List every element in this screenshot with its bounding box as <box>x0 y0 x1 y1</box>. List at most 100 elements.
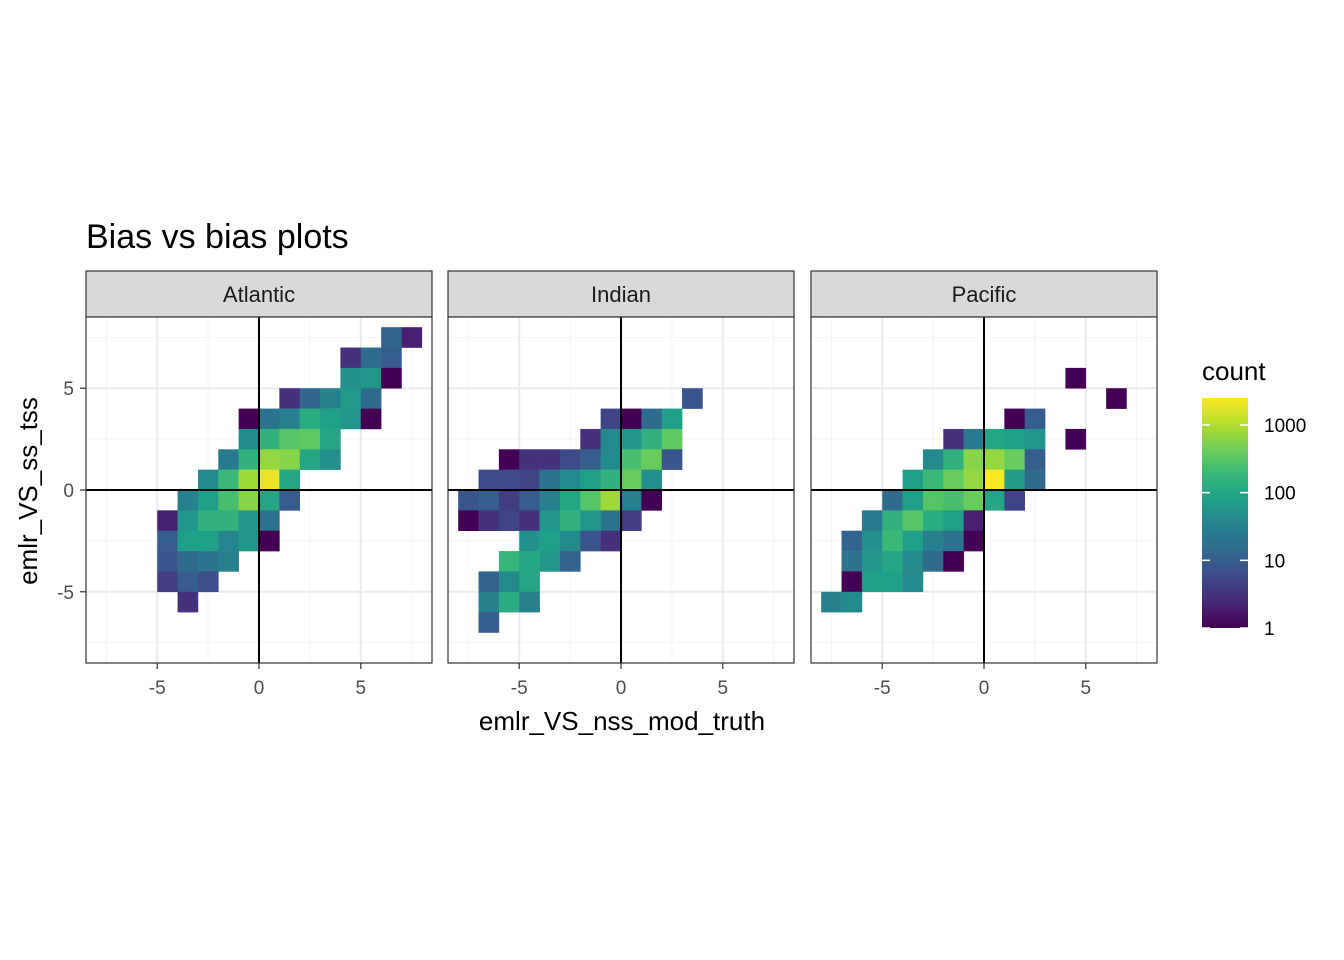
heatmap-tile <box>478 571 500 593</box>
heatmap-tile <box>401 327 423 348</box>
heatmap-tile <box>641 449 663 470</box>
x-tick-label: 5 <box>355 678 366 699</box>
heatmap-tile <box>279 408 301 430</box>
heatmap-tile <box>197 571 219 593</box>
heatmap-tile <box>218 551 239 572</box>
heatmap-tile <box>299 428 321 450</box>
heatmap-tile <box>259 510 280 532</box>
heatmap-tile <box>238 530 260 552</box>
heatmap-tile <box>519 449 540 470</box>
heatmap-tile <box>259 469 280 491</box>
heatmap-tile <box>580 510 601 532</box>
heatmap-tile <box>498 571 520 593</box>
heatmap-tile <box>621 449 642 470</box>
heatmap-tile <box>238 449 260 470</box>
heatmap-tile <box>902 571 924 593</box>
heatmap-tile <box>218 530 239 552</box>
heatmap-tile <box>498 510 520 532</box>
heatmap-tile <box>1004 490 1026 511</box>
heatmap-tile <box>279 428 301 450</box>
heatmap-tile <box>861 510 883 532</box>
heatmap-tile <box>580 469 601 491</box>
heatmap-tile <box>682 388 703 409</box>
heatmap-tile <box>539 551 561 572</box>
heatmap-tile <box>299 408 321 430</box>
heatmap-tile <box>1024 449 1046 470</box>
legend-colorbar <box>1202 398 1248 628</box>
heatmap-tile <box>238 490 260 511</box>
heatmap-tile <box>478 490 500 511</box>
heatmap-tile <box>478 510 500 532</box>
heatmap-tile <box>600 469 622 491</box>
heatmap-tile <box>197 551 219 572</box>
heatmap-tile <box>1004 428 1026 450</box>
heatmap-tile <box>943 469 964 491</box>
heatmap-tile <box>882 490 903 511</box>
facet-strip-label: Indian <box>591 282 651 307</box>
heatmap-tile <box>963 530 985 552</box>
legend-ticks: 1 10 100 1000 <box>1202 416 1306 640</box>
heatmap-tile <box>984 428 1005 450</box>
x-tick-label: -5 <box>511 678 528 699</box>
heatmap-tile <box>259 428 280 450</box>
heatmap-tile <box>539 449 561 470</box>
heatmap-tile <box>340 388 362 409</box>
facet-panel-pacific: Pacific -5 0 5 <box>810 270 1158 699</box>
heatmap-tile <box>519 591 540 613</box>
heatmap-tile <box>861 551 883 572</box>
legend-tick-label: 1 <box>1264 619 1275 640</box>
heatmap-tile <box>641 469 663 491</box>
facet-strip <box>810 270 1158 318</box>
heatmap-tile <box>498 490 520 511</box>
heatmap-tile <box>238 408 260 430</box>
heatmap-tile <box>943 428 964 450</box>
heatmap-tile <box>360 367 382 389</box>
heatmap-tile <box>259 530 280 552</box>
legend-tick-label: 1000 <box>1264 416 1306 437</box>
heatmap-tile <box>458 510 479 532</box>
heatmap-tile <box>539 510 561 532</box>
heatmap-tile <box>902 551 924 572</box>
heatmap-tile <box>661 408 683 430</box>
facet-strip-label: Atlantic <box>223 282 295 307</box>
heatmap-tile <box>559 551 581 572</box>
heatmap-tile <box>478 591 500 613</box>
heatmap-tile <box>943 510 964 532</box>
heatmap-tile <box>580 530 601 552</box>
heatmap-tile <box>340 367 362 389</box>
heatmap-tile <box>279 469 301 491</box>
heatmap-tile <box>902 530 924 552</box>
heatmap-tile <box>498 469 520 491</box>
heatmap-tile <box>922 551 944 572</box>
heatmap-tile <box>902 510 924 532</box>
heatmap-tile <box>882 571 903 593</box>
legend-tick-label: 100 <box>1264 484 1296 505</box>
facet-panel-indian: Indian -5 0 5 <box>447 270 795 699</box>
heatmap-tile <box>922 490 944 511</box>
heatmap-tile <box>177 490 199 511</box>
legend-tick-label: 10 <box>1264 551 1285 572</box>
heatmap-tile <box>238 469 260 491</box>
heatmap-tile <box>177 571 199 593</box>
heatmap-tile <box>841 530 863 552</box>
facet-panel-atlantic: Atlantic -5 0 5 -5 0 5 <box>57 270 433 699</box>
heatmap-tile <box>498 449 520 470</box>
heatmap-tile <box>498 591 520 613</box>
heatmap-tile <box>559 449 581 470</box>
facet-strip <box>447 270 795 318</box>
heatmap-tile <box>157 510 178 532</box>
heatmap-tile <box>559 469 581 491</box>
heatmap-tile <box>320 388 341 409</box>
heatmap-tile <box>279 490 301 511</box>
heatmap-tile <box>902 490 924 511</box>
heatmap-tile <box>600 530 622 552</box>
x-tick-label: 5 <box>1080 678 1091 699</box>
heatmap-tile <box>580 428 601 450</box>
heatmap-tile <box>519 469 540 491</box>
heatmap-tile <box>600 490 622 511</box>
heatmap-tile <box>600 428 622 450</box>
heatmap-tile <box>559 490 581 511</box>
heatmap-tile <box>177 551 199 572</box>
heatmap-tile <box>1024 428 1046 450</box>
